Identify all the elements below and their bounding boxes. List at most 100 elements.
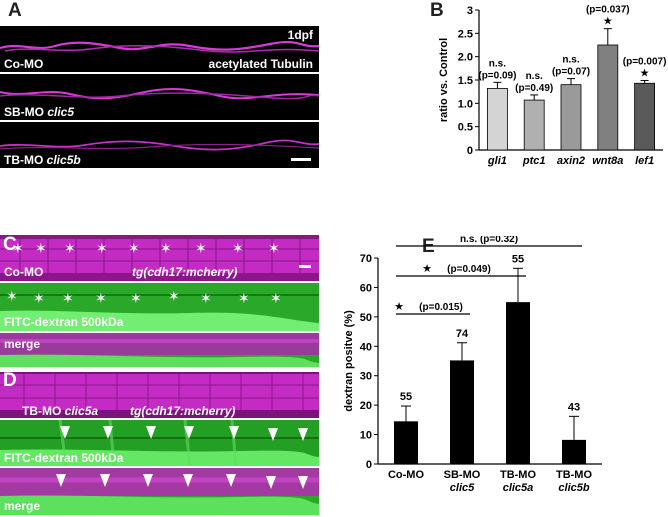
y-tick-label: 10 (360, 430, 372, 442)
mo-gene: clic5b (46, 153, 81, 167)
star-marker: ✶ (195, 240, 207, 256)
significance-label: n.s. (489, 58, 506, 69)
x-tick-label: wnt8a (592, 155, 623, 167)
star-marker: ✶ (12, 240, 24, 256)
mo-gene: clic5a (64, 404, 99, 418)
arrowhead-marker (146, 426, 156, 439)
bar (562, 439, 586, 464)
star-marker: ✶ (6, 288, 18, 304)
arrowhead-marker (268, 428, 278, 441)
y-tick-label: 20 (360, 400, 372, 412)
arrowhead-marker (298, 428, 308, 441)
significance-star: ★ (394, 301, 404, 313)
panel-a-row-tb-mo: TB-MO clic5b (0, 122, 319, 168)
x-tick-label: lef1 (635, 155, 654, 167)
arrowhead-marker (226, 474, 236, 487)
transgene-text: tg(cdh17:mcherry) (130, 404, 236, 418)
star-marker: ✶ (64, 240, 76, 256)
star-marker: ✶ (33, 290, 45, 306)
panel-e-chart: 0 10 20 30 40 50 60 70 dextran positve (%) 55 Co-M… (343, 236, 602, 494)
panel-a-row-label: SB-MO clic5 (4, 105, 74, 119)
panel-a-row-label: Co-MO (4, 57, 44, 71)
panel-a-row-co-mo: 1dpf Co-MO acetylated Tubulin (0, 26, 319, 72)
panel-c-mcherry: ✶ ✶ ✶ ✶ ✶ ✶ ✶ ✶ ✶ Co-MO tg(cdh17:mcherry… (0, 235, 319, 281)
panel-d-dextran-label: FITC-dextran 500kDa (4, 451, 124, 465)
panel-a-stain-label: acetylated Tubulin (208, 57, 313, 71)
y-tick-label: 0 (467, 145, 473, 157)
cell-pattern (0, 374, 319, 410)
bar (450, 360, 474, 464)
panel-d-fitc: FITC-dextran 500kDa (0, 420, 319, 466)
mo-prefix: TB-MO (4, 153, 44, 167)
y-axis-label: dextran positve (%) (343, 310, 355, 412)
arrowhead-marker (229, 426, 239, 439)
comparison-label: (p=0.049) (447, 264, 491, 275)
panel-c-transgene-label: tg(cdh17:mcherry) (132, 265, 237, 279)
arrowhead-marker (183, 474, 193, 487)
panel-d-mcherry: TB-MO clic5a tg(cdh17:mcherry) (0, 372, 319, 418)
mo-prefix: TB-MO (22, 404, 62, 418)
scale-bar (291, 158, 311, 161)
comparison-label: n.s. (p=0.32) (460, 236, 518, 245)
y-tick-label: 60 (360, 282, 372, 294)
panel-a-time-label: 1dpf (287, 28, 313, 42)
star-marker: ✶ (96, 240, 108, 256)
count-label: 55 (512, 253, 524, 265)
bar (394, 421, 418, 464)
y-axis-label: ratio vs. Control (438, 38, 450, 122)
arrowhead-marker (266, 476, 276, 489)
count-label: 43 (568, 401, 580, 413)
panel-c-dextran-label: FITC-dextran 500kDa (4, 315, 124, 329)
merge-signal (0, 468, 319, 515)
count-label: 55 (400, 391, 412, 403)
panel-letter-b: B (430, 0, 444, 21)
x-tick-label: SB-MO (444, 469, 481, 481)
panel-d-merge: merge (0, 468, 319, 515)
panel-a-row-label: TB-MO clic5b (4, 153, 81, 167)
panel-c-merge-label: merge (4, 337, 41, 351)
panel-a-row-sb-mo: SB-MO clic5 (0, 74, 319, 120)
star-marker: ✶ (238, 290, 250, 306)
x-tick-label: TB-MO (556, 469, 592, 481)
significance-star: ★ (422, 263, 432, 275)
arrowhead-marker (103, 426, 113, 439)
tubulin-signal (0, 40, 319, 53)
x-tick-label: ptc1 (522, 155, 546, 167)
x-tick-gene-label: clic5 (450, 482, 475, 494)
y-tick-label: 40 (360, 341, 372, 353)
star-marker: ✶ (128, 240, 140, 256)
p-value-label: (p=0.49) (515, 83, 553, 94)
panel-d-transgene-label: tg(cdh17:mcherry) (130, 404, 235, 418)
y-tick-label: 50 (360, 312, 372, 324)
tubulin-signal (0, 139, 319, 151)
y-tick-label: 1.0 (458, 98, 473, 110)
x-tick-label: axin2 (557, 155, 585, 167)
y-tick-label: 0.5 (458, 122, 473, 134)
panel-d-merge-label: merge (4, 499, 41, 513)
arrowhead-marker (56, 474, 66, 487)
bar (597, 44, 619, 151)
star-marker: ✶ (160, 240, 172, 256)
panel-letter-d: D (3, 370, 17, 391)
fitc-signal (0, 420, 319, 466)
star-marker: ✶ (232, 240, 244, 256)
star-marker: ✶ (35, 240, 47, 256)
significance-label: n.s. (526, 71, 543, 82)
star-marker: ✶ (168, 288, 180, 304)
p-value-label: (p=0.037) (586, 5, 630, 16)
panel-letter-a: A (8, 0, 22, 21)
x-tick-gene-label: clic5a (503, 482, 534, 494)
significance-star: ★ (640, 67, 650, 79)
panel-letter-c: C (3, 234, 17, 255)
y-tick-label: 3 (467, 5, 473, 17)
bar (560, 84, 582, 151)
fitc-signal (0, 283, 319, 331)
y-tick-label: 70 (360, 253, 372, 265)
scale-bar (299, 265, 311, 268)
arrowhead-marker (298, 476, 308, 489)
arrowhead-marker (100, 474, 110, 487)
cell-pattern (0, 239, 319, 273)
star-marker: ✶ (130, 290, 142, 306)
panel-c-fitc: ✶ ✶ ✶ ✶ ✶ ✶ ✶ ✶ ✶ FITC-dextran 500kDa (0, 283, 319, 331)
x-tick-gene-label: clic5b (558, 482, 589, 494)
